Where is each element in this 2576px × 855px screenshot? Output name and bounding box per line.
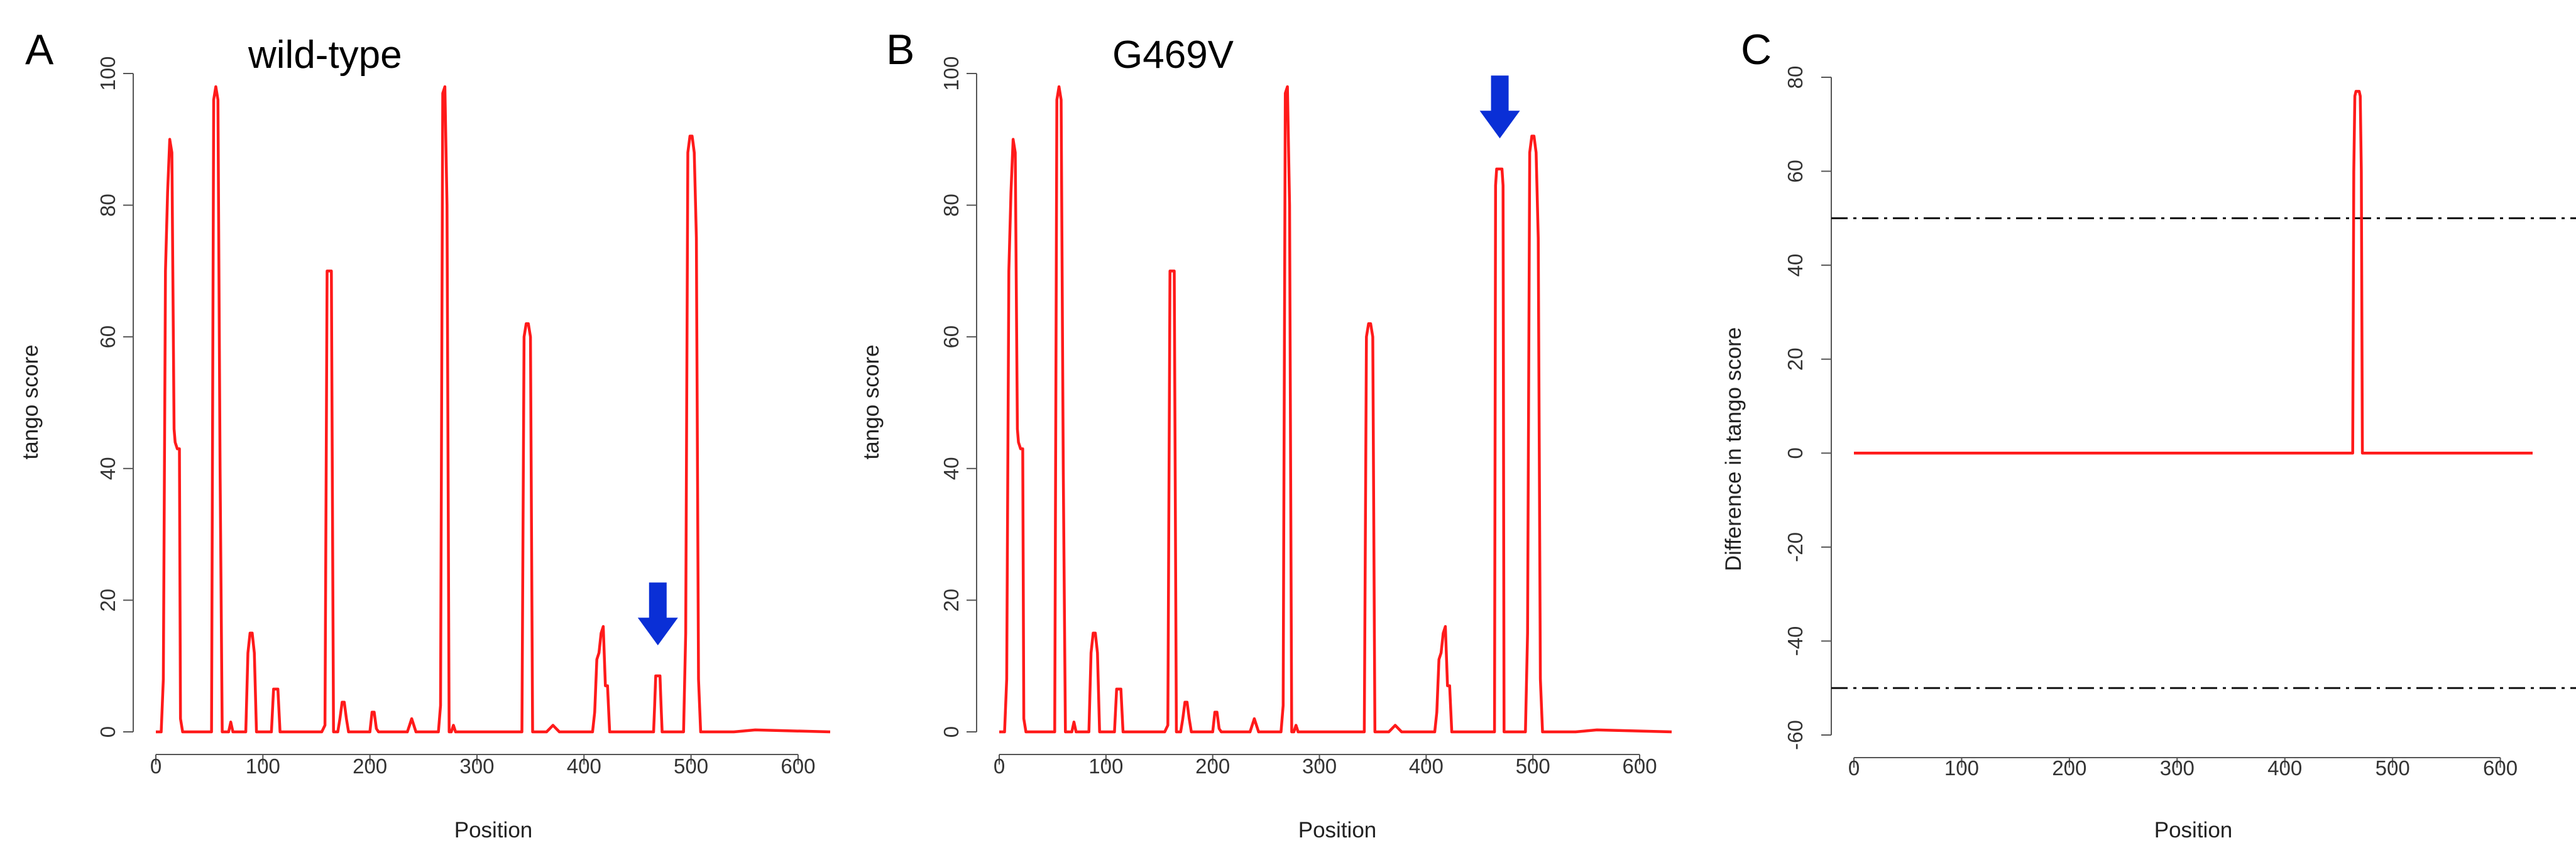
panel-a-y-axis-label: tango score: [18, 345, 43, 460]
panel-b: B G469V Position tango score 0 100 200 300 4…: [859, 26, 1672, 842]
panel-c-letter: C: [1741, 26, 1772, 74]
panel-b-x-tick-label: 500: [1516, 754, 1550, 778]
panel-c-y-tick-label: 40: [1784, 254, 1807, 277]
panel-a-mutation-arrow-icon: [637, 582, 678, 646]
panel-a-x-tick-label: 100: [246, 754, 280, 778]
panel-c-x-tick-label: 400: [2267, 756, 2302, 780]
panel-b-y-tick-label: 80: [940, 193, 963, 217]
panel-a-y-tick-label: 40: [96, 457, 119, 480]
panel-a-x-tick-label: 200: [353, 754, 387, 778]
panel-c-y-tick-label: 80: [1784, 66, 1807, 89]
panel-c-x-tick-label: 200: [2052, 756, 2086, 780]
panel-c-x-tick-label: 0: [1848, 756, 1860, 780]
panel-a-x-tick-label: 500: [674, 754, 708, 778]
panel-c-y-tick-label: 60: [1784, 160, 1807, 183]
panel-b-y-tick-label: 40: [940, 457, 963, 480]
panel-b-y-tick-label: 100: [940, 56, 963, 90]
panel-a-y-tick-label: 100: [96, 56, 119, 90]
panel-c-y-tick-label: -40: [1784, 626, 1807, 656]
panel-b-x-tick-label: 200: [1195, 754, 1230, 778]
panel-c: C Position Difference in tango score 0 10…: [1721, 26, 2576, 842]
panel-b-y-tick-label: 20: [940, 589, 963, 612]
panel-b-x-tick-label: 400: [1409, 754, 1444, 778]
panel-c-x-tick-label: 100: [1944, 756, 1979, 780]
panel-c-x-tick-label: 600: [2483, 756, 2518, 780]
panel-a-x-tick-label: 0: [150, 754, 162, 778]
panel-c-x-axis-label: Position: [2154, 818, 2233, 842]
panel-b-x-axis-label: Position: [1298, 818, 1377, 842]
panel-c-y-tick-label: -20: [1784, 532, 1807, 562]
panel-b-x-tick-label: 0: [994, 754, 1005, 778]
panel-a-y-tick-label: 0: [96, 726, 119, 738]
panel-a-series-line: [156, 85, 831, 734]
panel-a-x-axis-label: Position: [454, 818, 533, 842]
panel-b-y-tick-label: 60: [940, 325, 963, 349]
panel-b-y-tick-label: 0: [940, 726, 963, 738]
panel-b-series-line: [999, 85, 1672, 734]
panel-b-y-axis-label: tango score: [859, 345, 884, 460]
panel-a-x-tick-label: 300: [459, 754, 494, 778]
panel-a-y-tick-label: 60: [96, 325, 119, 349]
panel-b-x-tick-label: 100: [1088, 754, 1123, 778]
panel-a: A wild-type Position tango score 0 100 200…: [18, 26, 831, 842]
panel-a-x-tick-label: 600: [781, 754, 815, 778]
panel-a-x-tick-label: 400: [567, 754, 601, 778]
panel-b-title: G469V: [1112, 33, 1234, 77]
panel-b-mutation-arrow-icon: [1479, 75, 1520, 139]
panel-c-y-tick-label: 20: [1784, 347, 1807, 371]
panel-b-plot-area: 0 100 200 300 400 500 600 0 20 40 60 80 100: [940, 56, 1672, 778]
panel-b-x-tick-label: 600: [1623, 754, 1657, 778]
panel-c-y-tick-label: 0: [1784, 447, 1807, 459]
panel-c-y-axis-label: Difference in tango score: [1721, 327, 1746, 571]
panel-a-title: wild-type: [248, 33, 402, 77]
panel-a-y-tick-label: 20: [96, 589, 119, 612]
panel-c-x-tick-label: 500: [2376, 756, 2410, 780]
panel-b-x-tick-label: 300: [1302, 754, 1337, 778]
panel-a-letter: A: [25, 26, 54, 74]
panel-c-series-line: [1854, 90, 2533, 455]
panel-c-x-tick-label: 300: [2160, 756, 2195, 780]
panel-b-letter: B: [886, 26, 914, 74]
panel-a-plot-area: 0 100 200 300 400 500 600 0 20 40 60 80 100: [96, 56, 831, 778]
panel-a-y-tick-label: 80: [96, 193, 119, 217]
panel-c-plot-area: 0 100 200 300 400 500 600 -60 -40 -20 0 20 40 60 80: [1784, 66, 2576, 780]
panel-c-y-tick-label: -60: [1784, 720, 1807, 750]
